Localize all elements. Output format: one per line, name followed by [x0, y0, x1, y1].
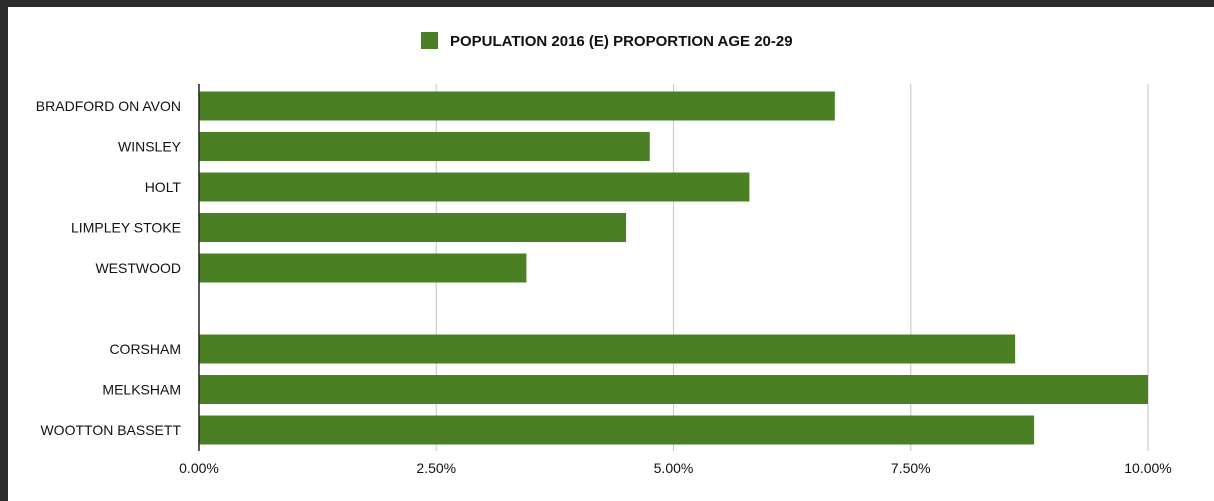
- bar: [199, 172, 750, 202]
- legend: POPULATION 2016 (E) PROPORTION AGE 20-29: [421, 32, 793, 50]
- x-tick-label: 2.50%: [416, 460, 456, 476]
- x-tick-label: 0.00%: [179, 460, 219, 476]
- bar: [199, 375, 1148, 404]
- bar: [199, 253, 527, 283]
- bar: [199, 415, 1035, 445]
- category-label: WESTWOOD: [95, 260, 181, 276]
- bars: [199, 91, 1148, 445]
- bar: [199, 213, 627, 242]
- category-labels: BRADFORD ON AVON WINSLEY HOLT LIMPLEY STOKE…: [36, 98, 182, 438]
- x-tick-label: 7.50%: [891, 460, 931, 476]
- legend-swatch: [421, 32, 438, 49]
- category-label: MELKSHAM: [102, 382, 181, 398]
- bar-chart: POPULATION 2016 (E) PROPORTION AGE 20-29…: [36, 32, 1172, 476]
- legend-label: POPULATION 2016 (E) PROPORTION AGE 20-29: [450, 33, 793, 50]
- category-label: WOOTTON BASSETT: [40, 422, 181, 438]
- category-label: CORSHAM: [109, 341, 181, 357]
- bar: [199, 334, 1016, 364]
- category-label: BRADFORD ON AVON: [36, 98, 181, 114]
- category-label: LIMPLEY STOKE: [71, 220, 181, 236]
- bar: [199, 91, 835, 121]
- x-tick-label: 5.00%: [654, 460, 694, 476]
- x-tick-label: 10.00%: [1124, 460, 1171, 476]
- category-label: HOLT: [145, 179, 182, 195]
- x-axis-tick-labels: 0.00% 2.50% 5.00% 7.50% 10.00%: [179, 460, 1172, 476]
- chart-panel: POPULATION 2016 (E) PROPORTION AGE 20-29…: [8, 7, 1214, 501]
- bar: [199, 132, 650, 161]
- category-label: WINSLEY: [118, 139, 182, 155]
